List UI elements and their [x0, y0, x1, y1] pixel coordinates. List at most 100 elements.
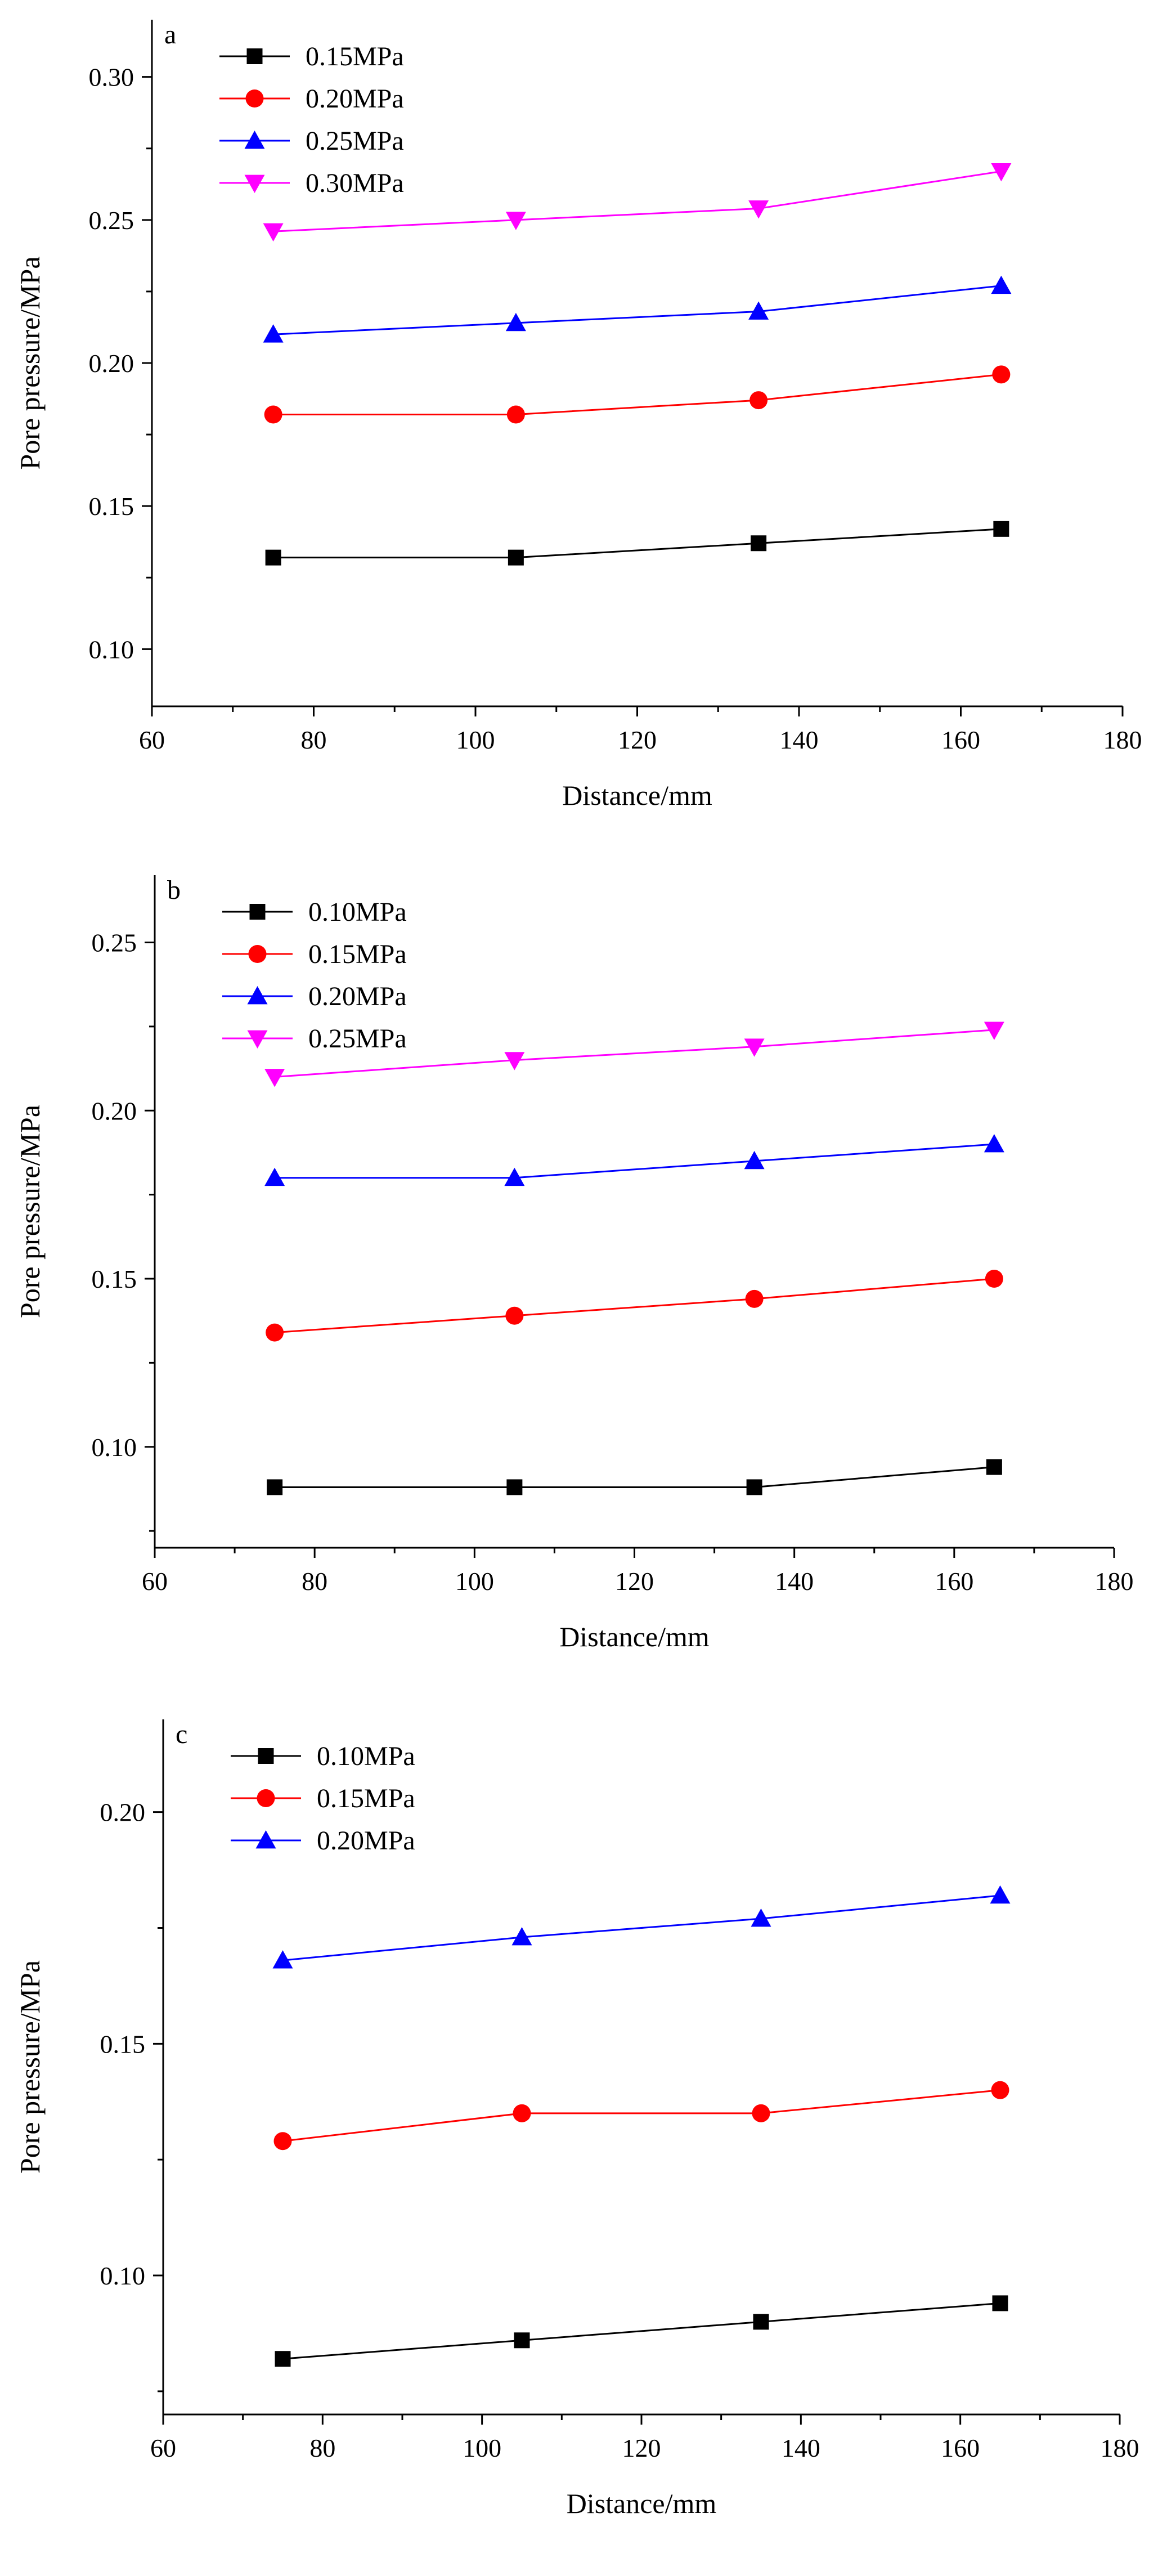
series-0-15mpa-point — [751, 535, 767, 552]
y-tick-label: 0.30 — [89, 63, 134, 92]
x-tick-label: 60 — [139, 725, 165, 754]
x-tick-label: 140 — [780, 725, 819, 754]
legend-0-30mpa-marker — [244, 174, 265, 193]
series-0-20mpa-point — [984, 1134, 1004, 1153]
x-tick-label: 80 — [301, 725, 327, 754]
series-0-10mpa-line — [282, 2302, 1000, 2360]
series-0-20mpa-point — [992, 365, 1011, 384]
series-0-25mpa-line — [275, 1029, 994, 1078]
series-0-15mpa-point — [752, 2104, 770, 2122]
series-0-25mpa-point — [505, 312, 526, 331]
series-0-25mpa-point — [991, 275, 1012, 294]
x-tick-label: 60 — [142, 1567, 168, 1596]
series-0-25mpa-point — [744, 1038, 765, 1057]
x-tick-label: 160 — [941, 2434, 980, 2462]
x-tick-label: 100 — [455, 1567, 494, 1596]
series-0-15mpa-point — [991, 2081, 1009, 2099]
legend-0-10mpa-label: 0.10MPa — [317, 1741, 415, 1771]
series-0-30mpa-point — [991, 163, 1012, 182]
series-0-15mpa-point — [266, 1323, 284, 1342]
x-tick-label: 180 — [1101, 2434, 1139, 2462]
y-tick-label: 0.10 — [100, 2261, 146, 2290]
x-tick-label: 120 — [618, 725, 657, 754]
panel-letter: b — [167, 875, 181, 905]
series-0-20mpa-point — [744, 1150, 765, 1170]
series-0-15mpa-point — [508, 549, 524, 566]
x-tick-label: 140 — [782, 2434, 820, 2462]
legend-0-10mpa-marker — [258, 1748, 274, 1764]
legend-0-15mpa-marker — [246, 48, 263, 64]
legend-0-15mpa-label: 0.15MPa — [317, 1784, 415, 1813]
x-axis-title: Distance/mm — [559, 1621, 710, 1652]
legend-0-20mpa-label: 0.20MPa — [306, 84, 404, 114]
x-axis-title: Distance/mm — [567, 2488, 717, 2519]
y-tick-label: 0.25 — [92, 929, 137, 957]
series-0-20mpa-line — [273, 373, 1002, 415]
series-0-15mpa-point — [265, 549, 281, 566]
y-tick-label: 0.15 — [92, 1265, 137, 1293]
y-axis-title: Pore pressure/MPa — [14, 1105, 46, 1318]
series-0-25mpa-point — [984, 1022, 1004, 1040]
series-0-10mpa-point — [275, 2351, 291, 2367]
x-tick-label: 60 — [150, 2434, 176, 2462]
legend-0-10mpa-marker — [249, 904, 266, 920]
series-0-20mpa-point — [504, 1167, 525, 1186]
legend-0-20mpa-marker — [245, 89, 264, 107]
x-tick-label: 100 — [456, 725, 495, 754]
legend-0-20mpa-marker — [255, 1830, 276, 1849]
legend-0-25mpa-label: 0.25MPa — [306, 126, 404, 156]
series-0-20mpa-point — [506, 405, 525, 424]
legend-0-20mpa-label: 0.20MPa — [308, 982, 407, 1011]
series-0-10mpa-point — [986, 1459, 1002, 1475]
x-tick-label: 180 — [1103, 725, 1142, 754]
series-0-15mpa-point — [993, 521, 1009, 537]
y-tick-label: 0.15 — [89, 492, 134, 521]
series-0-15mpa-line — [282, 2089, 1000, 2142]
x-tick-label: 120 — [622, 2434, 661, 2462]
series-0-15mpa-point — [985, 1270, 1003, 1288]
x-tick-label: 160 — [935, 1567, 973, 1596]
series-0-20mpa-line — [282, 1894, 1000, 1961]
series-0-10mpa-point — [746, 1479, 762, 1495]
series-0-20mpa-point — [264, 1167, 285, 1186]
series-0-10mpa-point — [506, 1479, 523, 1495]
series-0-15mpa-line — [273, 528, 1002, 559]
x-axis-title: Distance/mm — [562, 779, 712, 811]
series-0-20mpa-point — [264, 405, 282, 424]
x-tick-label: 80 — [309, 2434, 335, 2462]
series-0-15mpa-point — [273, 2132, 292, 2151]
series-0-15mpa-point — [505, 1306, 524, 1325]
x-tick-label: 80 — [302, 1567, 327, 1596]
y-tick-label: 0.25 — [89, 206, 134, 235]
series-0-15mpa-point — [745, 1289, 764, 1308]
series-0-30mpa-point — [263, 223, 284, 242]
chart-panel-b: 60 80 100 120 140 160 180 0.10 0.15 0.20 0.25 Dista… — [14, 875, 1134, 1652]
legend-0-15mpa-label: 0.15MPa — [306, 42, 404, 71]
series-0-10mpa-line — [275, 1466, 995, 1488]
series-0-10mpa-point — [753, 2314, 769, 2330]
series-0-20mpa-point — [751, 1909, 771, 1927]
x-tick-label: 180 — [1095, 1567, 1134, 1596]
x-tick-label: 100 — [463, 2434, 501, 2462]
series-0-10mpa-point — [992, 2295, 1008, 2311]
series-0-25mpa-point — [504, 1052, 525, 1070]
chart-panel-a: 60 80 100 120 140 160 180 0.10 0.15 0.20 0.25 0.30 D… — [14, 20, 1142, 811]
x-tick-label: 160 — [941, 725, 980, 754]
x-tick-label: 140 — [775, 1567, 814, 1596]
y-tick-label: 0.10 — [89, 635, 134, 664]
series-0-20mpa-point — [749, 391, 768, 410]
series-0-30mpa-line — [273, 170, 1002, 232]
legend-0-15mpa-marker — [248, 945, 267, 963]
x-tick-label: 120 — [615, 1567, 654, 1596]
legend-0-25mpa-marker — [247, 1030, 268, 1049]
series-0-15mpa-point — [513, 2104, 531, 2122]
y-tick-label: 0.15 — [100, 2030, 146, 2058]
series-0-25mpa-point — [748, 301, 769, 320]
series-0-25mpa-point — [263, 324, 284, 343]
y-axis-title: Pore pressure/MPa — [14, 1960, 46, 2174]
series-0-10mpa-point — [267, 1479, 283, 1495]
series-0-20mpa-point — [272, 1950, 293, 1969]
y-tick-label: 0.10 — [92, 1433, 137, 1462]
chart-panel-c: 60 80 100 120 140 160 180 0.10 0.15 0.20 Distance/… — [14, 1719, 1139, 2519]
